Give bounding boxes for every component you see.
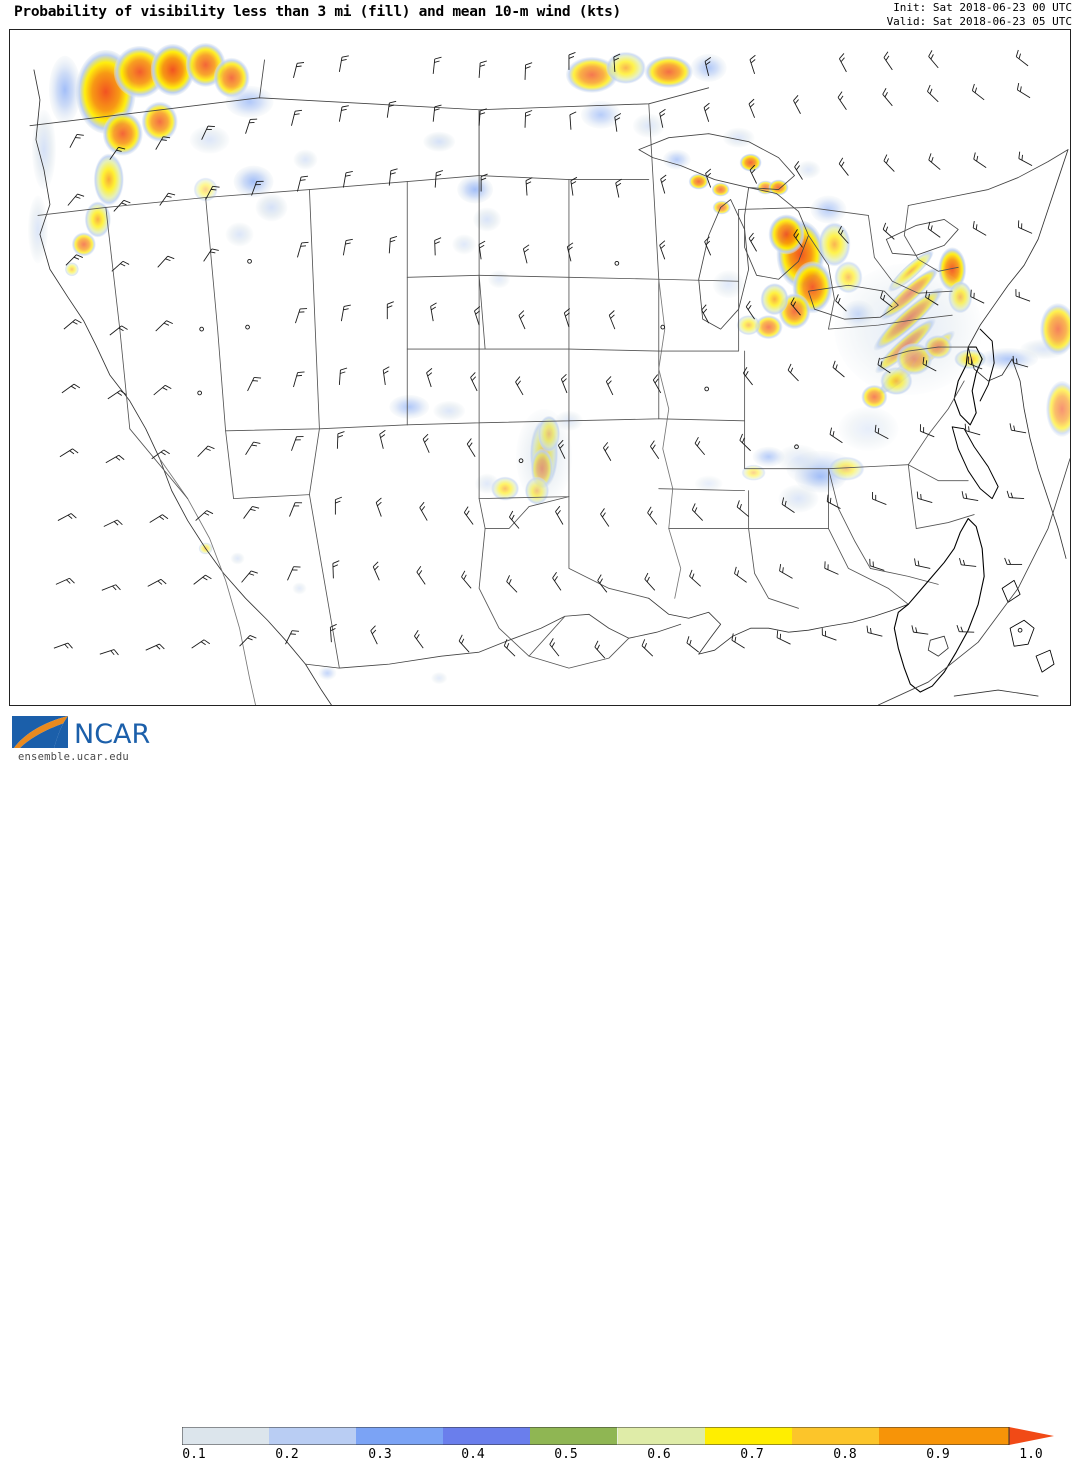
colorbar-gradient [182, 1427, 1054, 1445]
chart-header: Probability of visibility less than 3 mi… [0, 0, 1080, 29]
colorbar-tick-4: 0.5 [554, 1447, 578, 1462]
fill-pacific-northwest [27, 42, 274, 264]
colorbar-tick-6: 0.7 [740, 1447, 764, 1462]
ncar-url[interactable]: ensemble.ucar.edu [18, 751, 129, 763]
ncar-logo[interactable]: NCAR ensemble.ucar.edu [8, 712, 168, 764]
colorbar-tick-9: 1.0 [1019, 1447, 1043, 1462]
fill-southern-plains-maximum [389, 394, 583, 505]
colorbar-tick-8: 0.9 [926, 1447, 950, 1462]
fill-southwest-minor [64, 262, 448, 685]
colorbar-tick-1: 0.2 [275, 1447, 299, 1462]
colorbar-tick-5: 0.6 [647, 1447, 671, 1462]
valid-time: Valid: Sat 2018-06-23 05 UTC [886, 14, 1072, 28]
forecast-timestamps: Init: Sat 2018-06-23 00 UTC Valid: Sat 2… [887, 1, 1072, 28]
ncar-wordmark: NCAR [74, 719, 150, 750]
probability-fill-layer [27, 42, 1070, 685]
init-time: Init: Sat 2018-06-23 00 UTC [893, 1, 1072, 14]
colorbar-tick-3: 0.4 [461, 1447, 485, 1462]
chart-footer: NCAR ensemble.ucar.edu 0.1 0.2 0.3 [0, 706, 1080, 1462]
colorbar-tick-0: 0.1 [182, 1447, 206, 1462]
ncar-logo-mark: NCAR [12, 716, 150, 750]
fill-appalachian-ridges [776, 247, 1070, 487]
fill-great-lakes-shores [662, 127, 821, 215]
fill-northern-rockies [193, 149, 318, 247]
page-title: Probability of visibility less than 3 mi… [14, 4, 621, 20]
fill-upper-midwest [423, 51, 727, 289]
weather-map [9, 29, 1071, 706]
colorbar-tick-2: 0.3 [368, 1447, 392, 1462]
colorbar-tick-7: 0.8 [833, 1447, 857, 1462]
colorbar-ticks: 0.1 0.2 0.3 0.4 0.5 0.6 0.7 0.8 0.9 1.0 [0, 1447, 1080, 1469]
map-canvas [27, 42, 1070, 705]
colorbar [182, 1427, 1054, 1445]
geography-layer [29, 59, 1070, 705]
